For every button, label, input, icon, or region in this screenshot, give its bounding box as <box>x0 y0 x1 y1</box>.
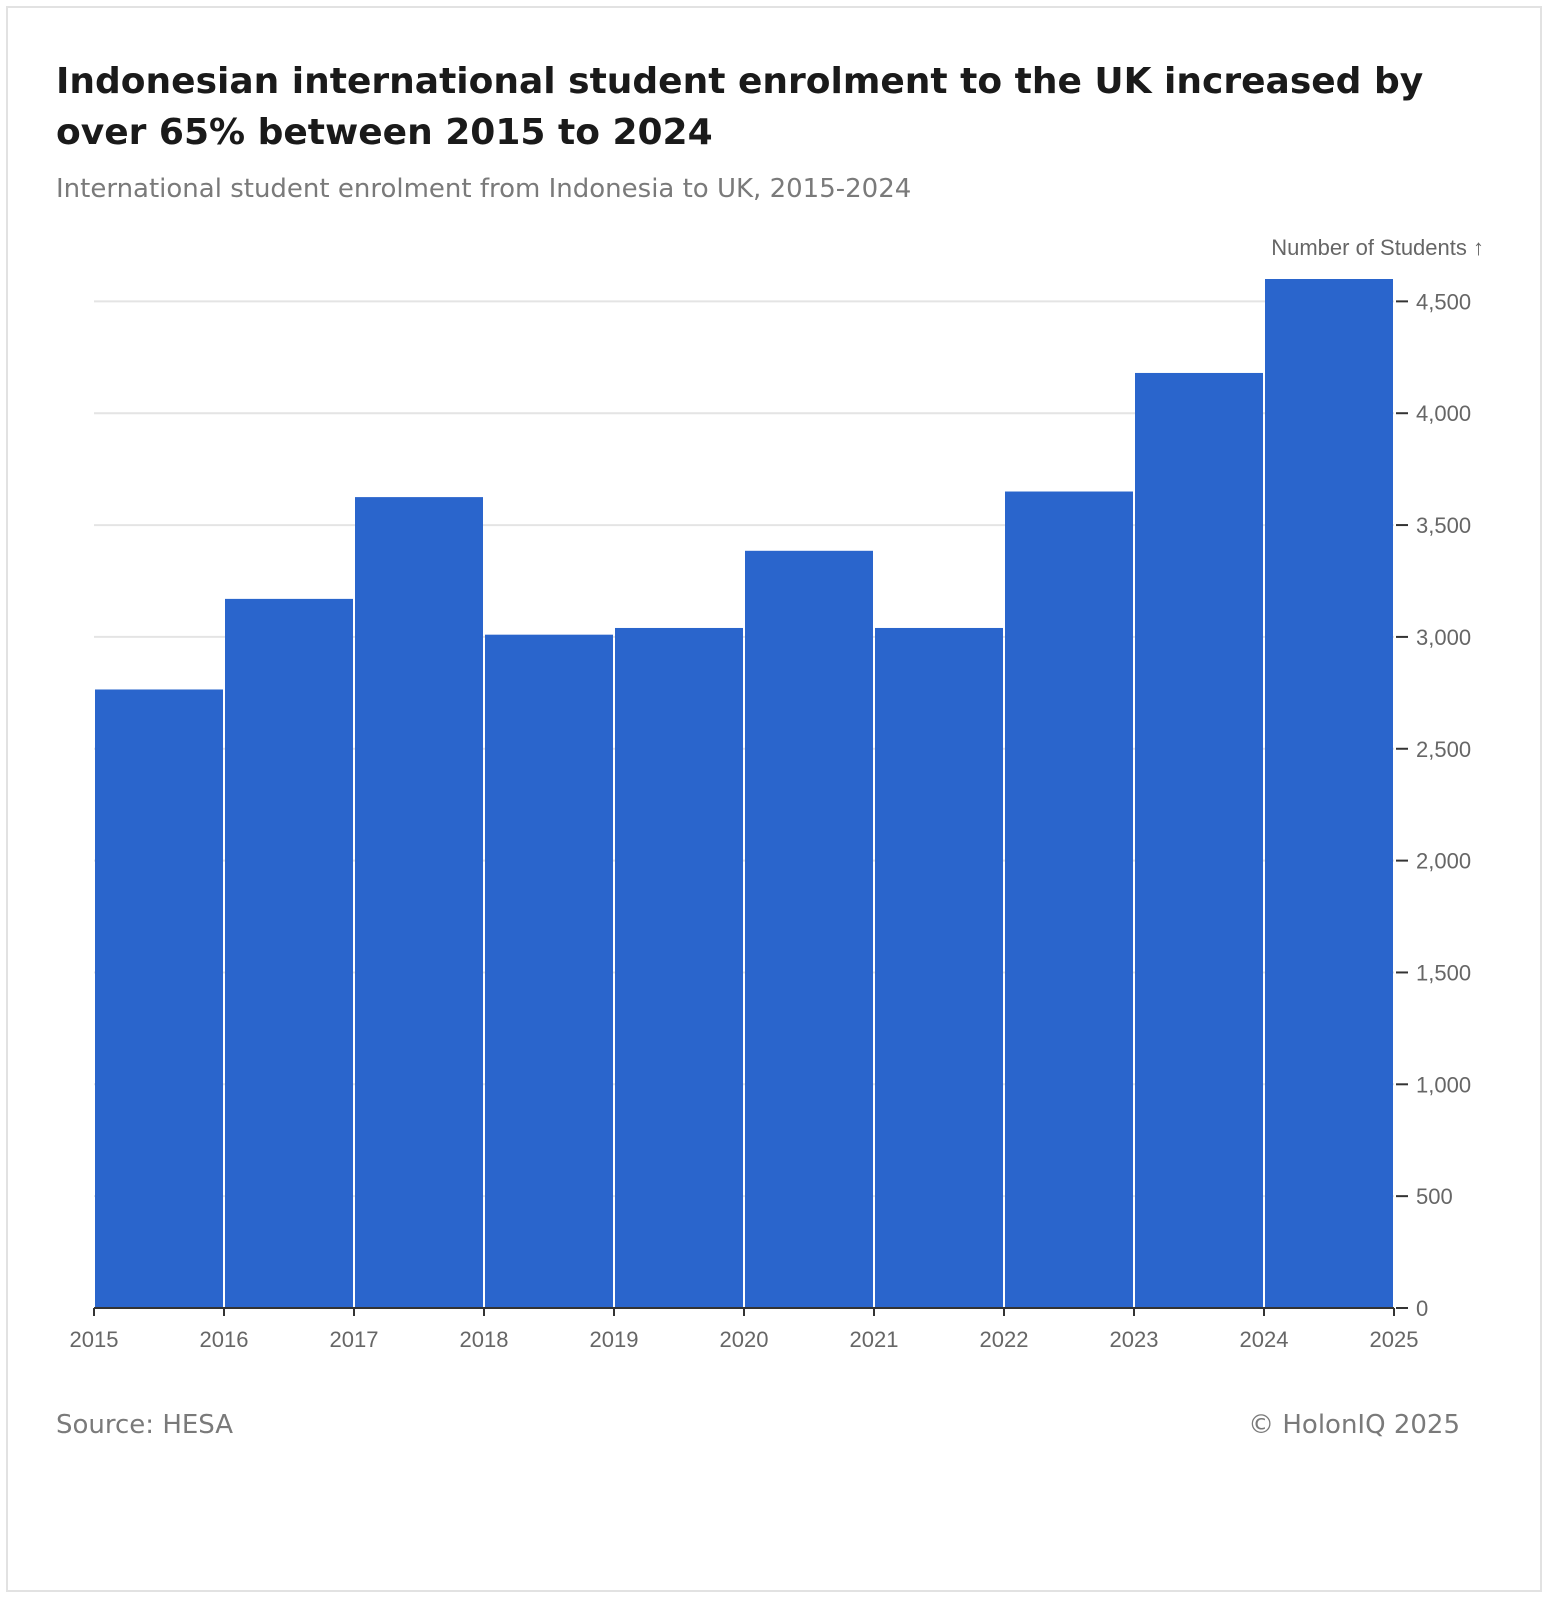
y-tick-label-2500: 2,500 <box>1416 737 1471 762</box>
y-tick-label-1500: 1,500 <box>1416 960 1471 985</box>
x-tick-label-2017: 2017 <box>330 1327 379 1352</box>
y-tick-label-3500: 3,500 <box>1416 513 1471 538</box>
copyright-note: © HolonIQ 2025 <box>1248 1410 1460 1440</box>
x-tick-label-2021: 2021 <box>850 1327 899 1352</box>
x-tick-label-2019: 2019 <box>590 1327 639 1352</box>
bar-2023 <box>1135 372 1263 1309</box>
x-tick-label-2018: 2018 <box>460 1327 509 1352</box>
x-tick-label-2025: 2025 <box>1370 1327 1419 1352</box>
bars <box>95 279 1393 1309</box>
axes: 2015 2016 2017 2018 2019 2020 2021 2022 2023 2024… <box>70 289 1472 1352</box>
bar-2021 <box>875 627 1003 1308</box>
y-tick-label-4500: 4,500 <box>1416 289 1471 314</box>
bar-2017 <box>355 497 483 1308</box>
chart-title: Indonesian international student enrolme… <box>56 61 1424 153</box>
bar-2015 <box>95 689 223 1308</box>
y-tick-label-2000: 2,000 <box>1416 849 1471 874</box>
source-note: Source: HESA <box>56 1410 234 1440</box>
chart-subtitle: International student enrolment from Ind… <box>56 174 912 204</box>
y-axis-title: Number of Students ↑ <box>1271 235 1484 260</box>
x-tick-label-2020: 2020 <box>720 1327 769 1352</box>
bar-2018 <box>485 634 613 1308</box>
bar-2019 <box>615 627 743 1308</box>
y-tick-label-3000: 3,000 <box>1416 625 1471 650</box>
x-tick-label-2015: 2015 <box>70 1327 119 1352</box>
y-tick-label-4000: 4,000 <box>1416 401 1471 426</box>
bar-2024 <box>1265 279 1393 1308</box>
x-tick-label-2022: 2022 <box>980 1327 1029 1352</box>
x-tick-label-2023: 2023 <box>1110 1327 1159 1352</box>
bar-2020 <box>745 550 873 1308</box>
x-tick-label-2024: 2024 <box>1240 1327 1289 1352</box>
bar-2016 <box>225 598 353 1308</box>
y-tick-label-1000: 1,000 <box>1416 1072 1471 1097</box>
bar-2022 <box>1005 491 1133 1308</box>
y-tick-label-0: 0 <box>1416 1296 1428 1321</box>
y-tick-label-500: 500 <box>1416 1184 1453 1209</box>
x-tick-label-2016: 2016 <box>200 1327 249 1352</box>
